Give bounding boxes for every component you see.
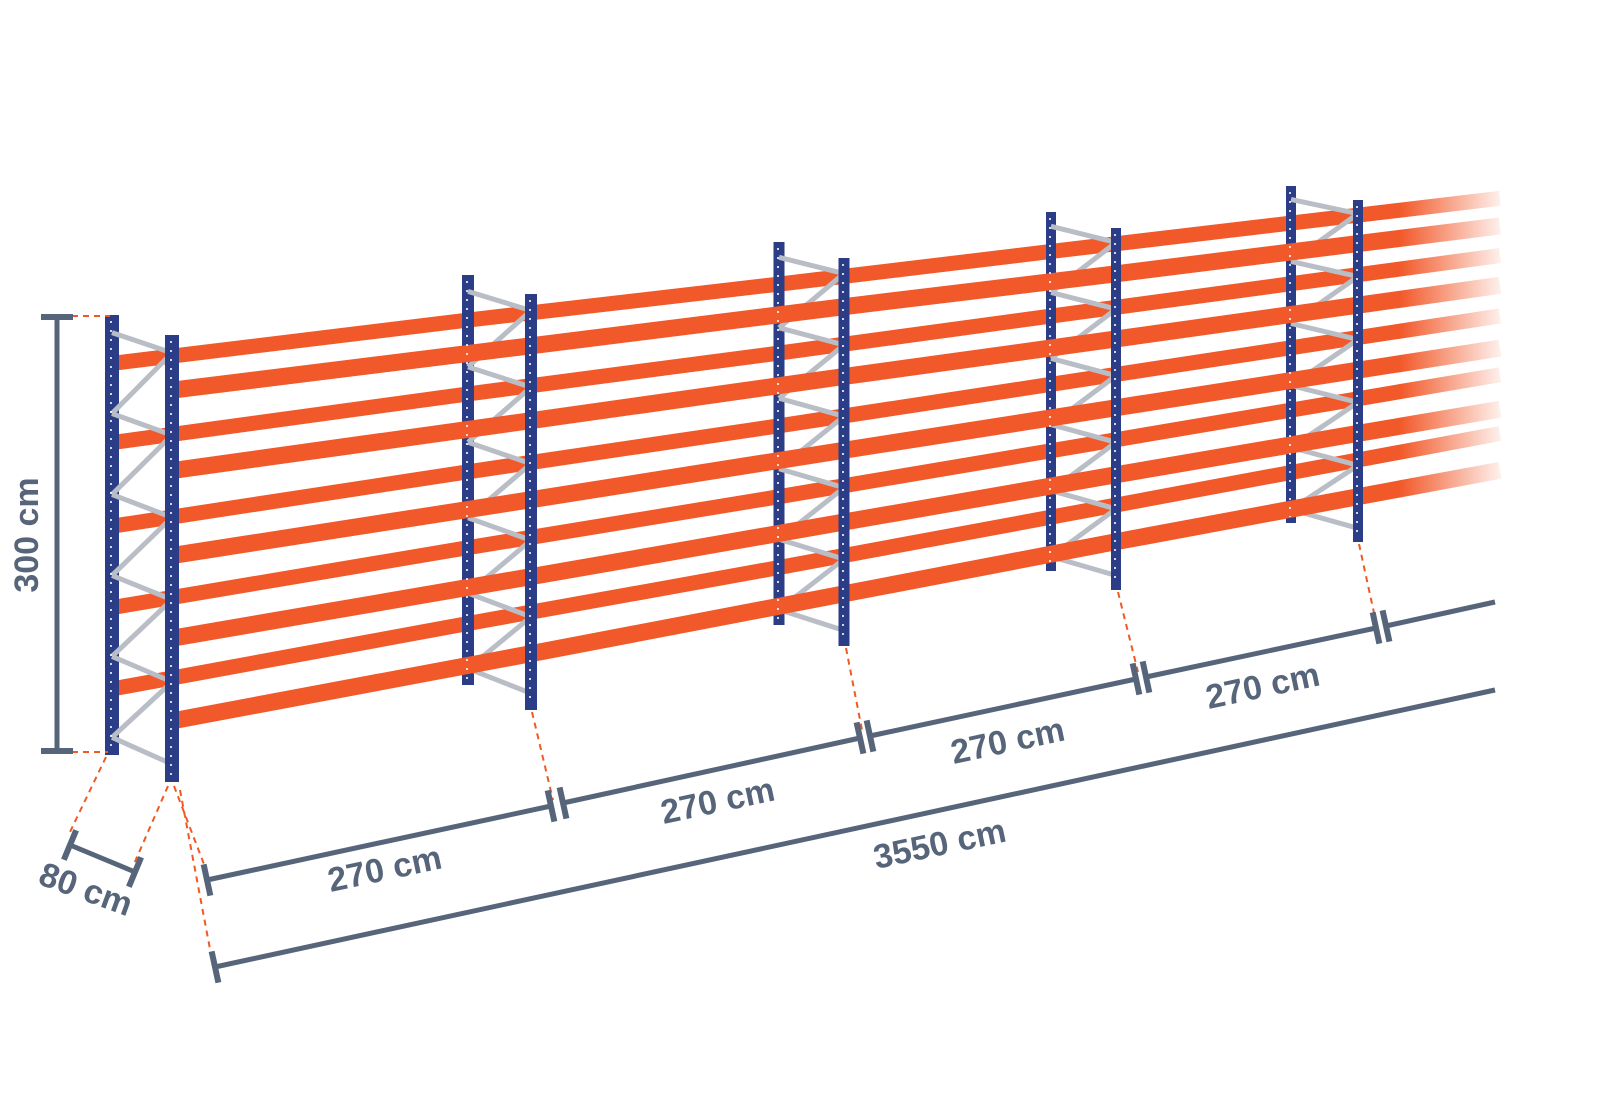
guide-line-10 bbox=[1358, 543, 1377, 623]
back-beam-3 bbox=[110, 308, 1502, 534]
guide-line-8 bbox=[845, 647, 863, 731]
back-beam-1 bbox=[111, 190, 1501, 371]
back-beam-2 bbox=[110, 248, 1502, 451]
fade-overlay bbox=[1400, 150, 1510, 750]
bay-dimension-3-cap-start bbox=[863, 719, 877, 753]
front-upright-3 bbox=[838, 258, 850, 646]
dimension-lines bbox=[41, 314, 1496, 984]
back-upright-3 bbox=[773, 242, 785, 625]
front-beam-2 bbox=[170, 276, 1502, 480]
guide-line-9 bbox=[1117, 591, 1139, 673]
depth-dimension-cap-end bbox=[126, 856, 144, 888]
bay-dimension-3-cap-end bbox=[1129, 662, 1143, 696]
bay-dimension-4-cap-end bbox=[1369, 611, 1383, 645]
guide-line-7 bbox=[531, 711, 554, 801]
front-beam-1 bbox=[170, 217, 1502, 399]
guide-lines bbox=[69, 315, 1377, 966]
back-upright-1 bbox=[105, 315, 119, 755]
guide-line-3 bbox=[69, 756, 107, 833]
bay-dimension-2 bbox=[562, 735, 861, 806]
total-length-dimension bbox=[214, 687, 1496, 970]
bay-dimension-continuation-cap-start bbox=[1379, 609, 1393, 643]
bay-dimension-1-cap-start bbox=[200, 863, 214, 897]
frame-brace-1 bbox=[110, 330, 174, 767]
bay-dimension-1-cap-end bbox=[544, 789, 558, 823]
bay-dimension-4-cap-start bbox=[1139, 660, 1153, 694]
total-length-dimension-cap-start bbox=[208, 950, 222, 984]
frame-brace-4 bbox=[1049, 223, 1118, 578]
bay-dimension-4 bbox=[1145, 625, 1377, 680]
frame-brace-2 bbox=[466, 289, 533, 696]
front-upright-5 bbox=[1353, 200, 1363, 542]
front-beam-5 bbox=[170, 461, 1502, 730]
front-beam-3 bbox=[170, 339, 1502, 564]
front-upright-2 bbox=[525, 294, 537, 710]
bay-dimension-2-cap-end bbox=[853, 721, 867, 755]
bay-dimension-1 bbox=[206, 803, 552, 883]
front-upright-4 bbox=[1111, 228, 1121, 590]
guide-line-4 bbox=[133, 785, 169, 865]
height-label: 300 cm bbox=[8, 477, 46, 592]
bay-dimension-continuation bbox=[1385, 599, 1496, 629]
bay-width-label-3: 270 cm bbox=[947, 711, 1068, 772]
bay-dimension-2-cap-start bbox=[556, 786, 570, 820]
rack-structure bbox=[105, 186, 1502, 782]
bay-width-label-4: 270 cm bbox=[1202, 656, 1323, 717]
bay-width-label-1: 270 cm bbox=[324, 839, 445, 900]
frame-brace-3 bbox=[777, 254, 846, 633]
bay-dimension-3 bbox=[869, 676, 1137, 739]
frame-brace-5 bbox=[1289, 197, 1360, 531]
back-beam-4 bbox=[110, 367, 1502, 615]
guide-line-6 bbox=[179, 789, 214, 966]
depth-dimension-cap-start bbox=[61, 829, 79, 861]
depth-dimension bbox=[69, 842, 136, 875]
front-beam-4 bbox=[170, 400, 1502, 647]
back-upright-4 bbox=[1046, 212, 1056, 571]
back-beam-5 bbox=[110, 426, 1502, 697]
guide-line-5 bbox=[173, 785, 208, 873]
